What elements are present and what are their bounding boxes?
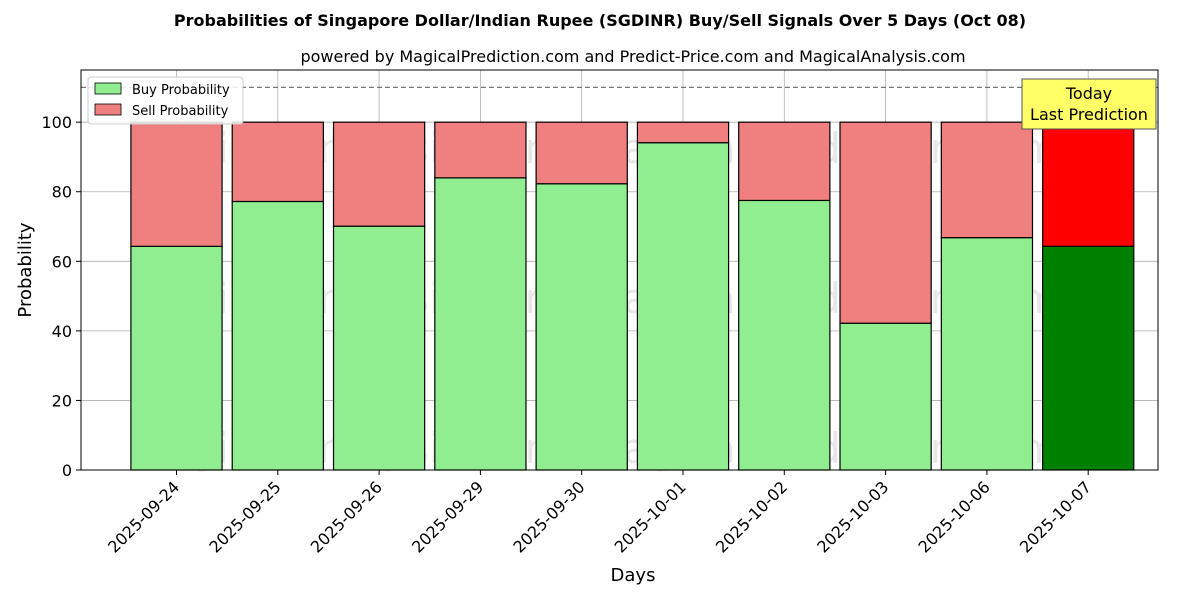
chart-subtitle: powered by MagicalPrediction.com and Pre… (300, 47, 965, 66)
annotation-box (1021, 78, 1157, 130)
bar-sell (130, 121, 223, 247)
x-axis-ticks: 2025-09-24 2025-09-25 2025-09-26 2025-09-29… (104, 470, 1095, 557)
legend-buy-label: Buy Probability (132, 83, 230, 98)
bar-sell (434, 121, 527, 179)
x-tick-label: 2025-10-03 (813, 477, 892, 556)
x-tick-label: 2025-10-01 (611, 477, 690, 556)
bar-sell (1042, 121, 1135, 247)
bar-sell (636, 121, 730, 144)
legend-sell-swatch (94, 103, 122, 116)
bar-buy (535, 183, 628, 471)
bars (130, 121, 1135, 471)
bar-buy (1042, 245, 1135, 471)
y-tick-label: 60 (52, 252, 72, 271)
y-tick-label: 80 (52, 183, 72, 202)
x-tick-label: 2025-09-26 (307, 477, 386, 556)
y-tick-label: 100 (41, 113, 72, 132)
annotation-line1: Today (1065, 84, 1112, 103)
chart-title: Probabilities of Singapore Dollar/Indian… (174, 11, 1026, 30)
legend-box (87, 76, 244, 125)
bar-buy (940, 237, 1034, 471)
bar-sell (332, 121, 426, 227)
x-tick-label: 2025-10-02 (712, 477, 791, 556)
y-tick-label: 0 (62, 461, 72, 480)
bar-buy (231, 200, 324, 471)
today-annotation: Today Last Prediction (1021, 78, 1157, 130)
bar-buy (434, 177, 527, 471)
bar-buy (738, 199, 831, 471)
bar-sell (940, 121, 1034, 239)
x-tick-label: 2025-09-24 (104, 477, 183, 556)
y-tick-label: 20 (52, 391, 72, 410)
x-tick-label: 2025-10-07 (1016, 477, 1095, 556)
bar-sell (535, 121, 628, 185)
y-axis-label: Probability (15, 222, 36, 317)
x-tick-label: 2025-09-30 (509, 477, 588, 556)
bar-sell (738, 121, 831, 202)
bar-sell (839, 121, 932, 324)
annotation-line2: Last Prediction (1030, 105, 1148, 124)
legend: Buy Probability Sell Probability (87, 76, 244, 125)
bar-buy (636, 142, 730, 471)
bar-buy (839, 322, 932, 471)
y-tick-label: 40 (52, 322, 72, 341)
plot-frame (80, 69, 1159, 471)
x-tick-label: 2025-09-29 (408, 477, 487, 556)
bar-buy (332, 225, 426, 471)
x-tick-label: 2025-09-25 (205, 477, 284, 556)
x-axis-label: Days (611, 565, 656, 586)
legend-sell-label: Sell Probability (132, 104, 229, 119)
x-tick-label: 2025-10-06 (915, 477, 994, 556)
bar-sell (231, 121, 324, 203)
bar-buy (130, 245, 223, 471)
y-axis-ticks: 0 20 40 60 80 100 (41, 113, 81, 480)
legend-buy-swatch (94, 82, 122, 95)
